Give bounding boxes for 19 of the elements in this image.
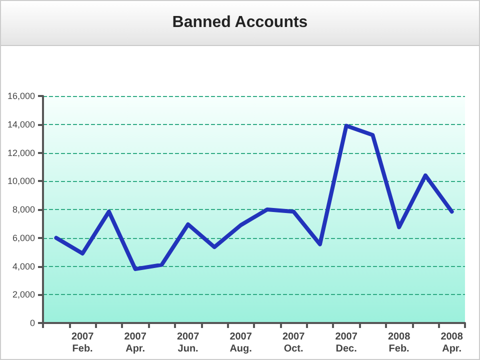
y-tick-label: 10,000 xyxy=(7,176,35,186)
y-tick-label: 16,000 xyxy=(7,91,35,101)
x-tick-label: 2007 Apr. xyxy=(124,332,147,354)
y-tick-label: 2,000 xyxy=(12,290,35,300)
x-tick-label: 2007 Dec. xyxy=(335,332,358,354)
y-tick-label: 8,000 xyxy=(12,204,35,214)
x-tick-label: 2007 Feb. xyxy=(71,332,94,354)
x-tick-label: 2008 Apr. xyxy=(440,332,464,354)
chart-title: Banned Accounts xyxy=(1,1,479,46)
y-tick-label: 12,000 xyxy=(7,148,35,158)
x-tick-label: 2007 Aug. xyxy=(230,332,252,354)
y-tick-label: 0 xyxy=(30,318,35,328)
line-series xyxy=(54,124,454,272)
y-tick-label: 14,000 xyxy=(7,119,35,130)
y-tick-label: 4,000 xyxy=(12,261,35,272)
x-tick-label: 2007 Oct. xyxy=(282,332,306,354)
x-tick-label: 2007 Jun. xyxy=(176,332,200,354)
y-tick-label: 6,000 xyxy=(12,232,35,243)
x-tick-label: 2008 Feb. xyxy=(388,332,411,354)
